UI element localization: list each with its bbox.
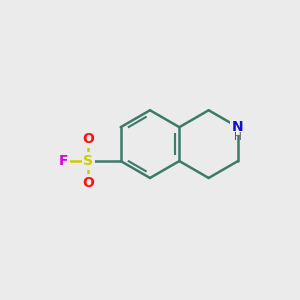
Text: N: N bbox=[232, 120, 244, 134]
Text: F: F bbox=[58, 154, 68, 168]
Text: O: O bbox=[82, 176, 94, 190]
Text: S: S bbox=[83, 154, 93, 168]
Text: O: O bbox=[82, 132, 94, 146]
Text: H: H bbox=[234, 132, 242, 142]
